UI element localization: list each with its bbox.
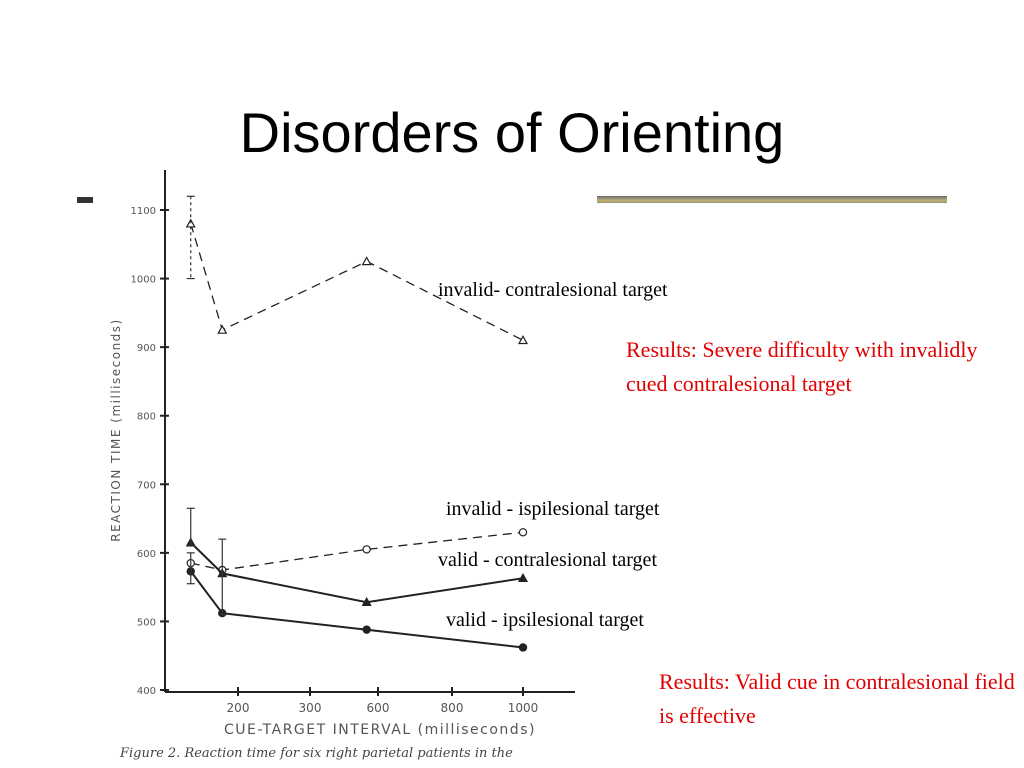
title-rule-left: [77, 197, 93, 203]
series-2-point-3: [517, 572, 529, 583]
series-0-point-1: [217, 324, 228, 334]
y-tick-label-1000: 1000: [131, 275, 156, 286]
y-tick-label-600: 600: [137, 549, 156, 560]
y-tick-label-700: 700: [137, 480, 156, 491]
series-label-invalid-contralesional: invalid- contralesional target: [438, 279, 668, 301]
x-tick-label-300: 300: [299, 701, 322, 715]
x-tick-label-200: 200: [227, 701, 250, 715]
figure-caption: Figure 2. Reaction time for six right pa…: [120, 746, 513, 761]
x-tick-label-600: 600: [367, 701, 390, 715]
series-label-valid-ipsilesional: valid - ipsilesional target: [446, 609, 644, 631]
y-axis-label: REACTION TIME (milliseconds): [109, 318, 123, 541]
y-tick-label-800: 800: [137, 412, 156, 423]
series-0-point-2: [361, 256, 372, 266]
x-axis-label: CUE-TARGET INTERVAL (milliseconds): [224, 722, 536, 738]
reaction-time-chart: 400 500 600 700 800 900 1000 1100 200 300 600 800 10…: [100, 160, 600, 768]
y-tick-label-1100: 1100: [131, 206, 156, 217]
series-2-point-2: [361, 596, 372, 607]
y-tick-label-900: 900: [137, 343, 156, 354]
result-text-severe-difficulty: Results: Severe difficulty with invalidl…: [626, 337, 978, 396]
series-3-point-2: [362, 625, 371, 634]
series-1-point-2: [362, 545, 371, 554]
y-tick-label-400: 400: [137, 686, 156, 697]
x-tick-label-800: 800: [441, 701, 464, 715]
series-label-invalid-ipsilesional: invalid - ispilesional target: [446, 498, 660, 520]
series-line-3: [190, 570, 524, 649]
result-text-valid-cue: Results: Valid cue in contralesional fie…: [659, 669, 1015, 728]
y-tick-label-500: 500: [137, 617, 156, 628]
x-tick-label-1000: 1000: [508, 701, 539, 715]
series-0-point-3: [517, 335, 529, 345]
series-3-point-3: [518, 643, 528, 652]
series-line-1: [190, 531, 524, 571]
slide-title: Disorders of Orienting: [239, 101, 785, 164]
title-rule-right: [597, 196, 947, 203]
chart-svg: 400 500 600 700 800 900 1000 1100 200 300 600 800 10…: [109, 170, 575, 738]
series-label-valid-contralesional: valid - contralesional target: [438, 549, 657, 571]
series-1-point-3: [518, 528, 528, 537]
series-line-2: [190, 541, 524, 604]
